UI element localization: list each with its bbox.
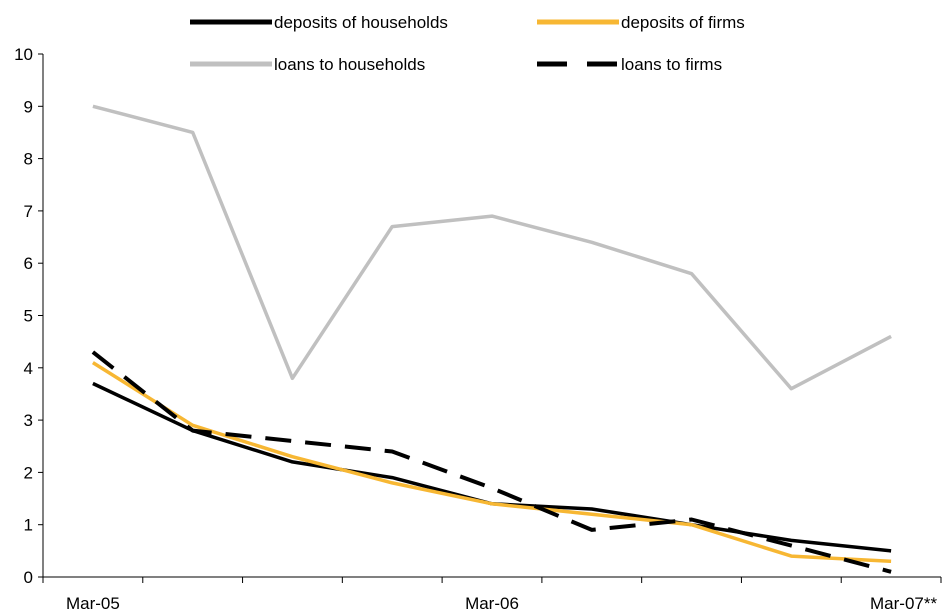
- y-tick-label: 3: [24, 411, 33, 430]
- x-tick-label: Mar-06: [465, 594, 519, 613]
- y-tick-label: 4: [24, 359, 33, 378]
- legend: deposits of households deposits of firms l…: [190, 13, 745, 74]
- axes: 0 1 2 3 4 5 6 7 8 9 10 Mar-05 Mar-06 Mar-07**: [14, 45, 942, 613]
- y-tick-label: 2: [24, 463, 33, 482]
- x-tick-label: Mar-07**: [870, 594, 937, 613]
- series-line-loans-to-households: [92, 104, 892, 391]
- y-tick-label: 6: [24, 254, 33, 273]
- y-tick-label: 7: [24, 202, 33, 221]
- legend-label-deposits-of-households: deposits of households: [274, 13, 448, 32]
- y-tick-label: 5: [24, 307, 33, 326]
- series-line-deposits-of-households: [92, 381, 892, 553]
- y-tick-label: 0: [24, 568, 33, 587]
- x-tick-label: Mar-05: [66, 594, 120, 613]
- y-tick-label: 8: [24, 150, 33, 169]
- series-line-deposits-of-firms: [91, 361, 892, 564]
- legend-label-deposits-of-firms: deposits of firms: [621, 13, 745, 32]
- series-line-loans-to-firms: [91, 350, 892, 574]
- legend-label-loans-to-firms: loans to firms: [621, 55, 722, 74]
- y-tick-label: 1: [24, 516, 33, 535]
- series-lines: [91, 104, 892, 574]
- legend-label-loans-to-households: loans to households: [274, 55, 425, 74]
- y-tick-label: 10: [14, 45, 33, 64]
- y-tick-label: 9: [24, 97, 33, 116]
